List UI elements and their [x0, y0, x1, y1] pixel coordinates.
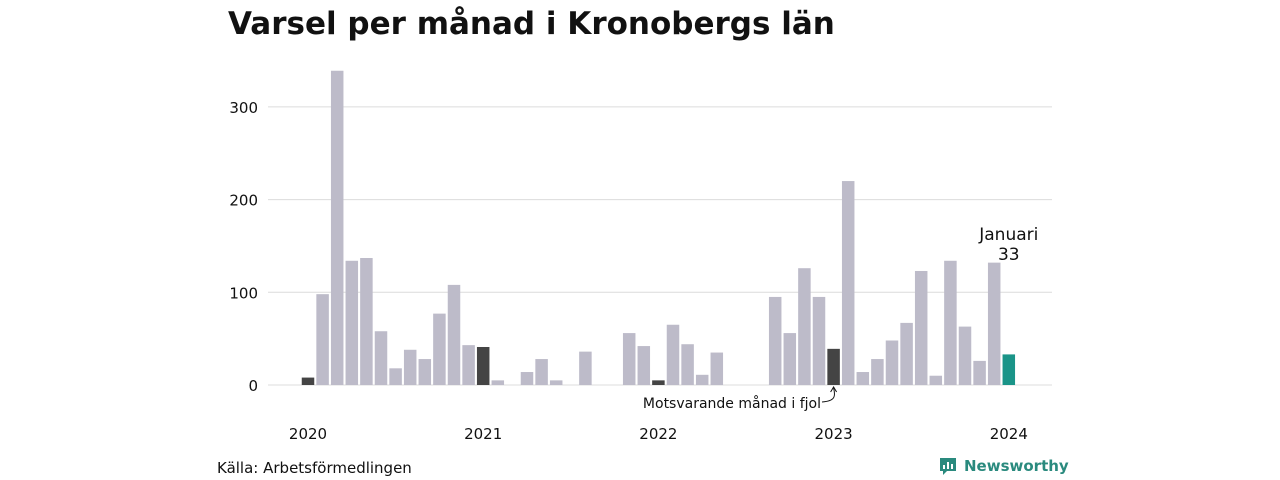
- bar-2023-07: [914, 270, 928, 385]
- bar-2023-05: [885, 340, 899, 385]
- bar-2023-06: [900, 322, 913, 385]
- bar-2023-04: [871, 359, 884, 385]
- bar-2020-11: [447, 284, 461, 385]
- bar-2022-01: [652, 380, 665, 385]
- bar-2021-11: [622, 333, 636, 385]
- bar-2021-04: [520, 372, 534, 385]
- bar-2020-08: [403, 349, 417, 385]
- bar-2020-01: [301, 377, 315, 385]
- bar-2023-01: [827, 348, 840, 385]
- bar-2022-02: [666, 324, 680, 385]
- bar-2023-09: [944, 260, 957, 385]
- bar-2020-04: [345, 260, 359, 385]
- x-tick-label: 2022: [639, 425, 677, 443]
- x-tick-label: 2023: [815, 425, 853, 443]
- previous-year-label: Motsvarande månad i fjol: [643, 395, 821, 412]
- bar-2020-06: [374, 331, 388, 385]
- bar-2021-01: [476, 346, 490, 385]
- bar-2021-12: [637, 346, 651, 385]
- bar-2022-11: [798, 268, 811, 385]
- bar-2020-05: [360, 258, 373, 385]
- bar-2021-08: [579, 351, 592, 385]
- bar-2022-04: [695, 374, 709, 385]
- x-tick-label: 2020: [289, 425, 327, 443]
- bar-2020-12: [462, 345, 475, 385]
- bar-2022-10: [783, 333, 797, 385]
- y-tick-label: 0: [248, 377, 258, 395]
- newsworthy-logo-icon: [940, 458, 956, 475]
- bar-2022-09: [768, 296, 782, 385]
- x-axis: 2020 2021 2022 2023 2024: [289, 425, 1028, 443]
- x-tick-label: 2021: [464, 425, 502, 443]
- y-tick-label: 100: [229, 284, 258, 302]
- bar-2023-02: [841, 181, 855, 385]
- brand-name: Newsworthy: [964, 457, 1069, 475]
- bar-2023-12: [987, 262, 1001, 385]
- current-month-label: Januari: [978, 225, 1038, 245]
- bar-2022-05: [710, 352, 724, 385]
- bar-2023-08: [929, 375, 943, 385]
- brand-logo: Newsworthy: [938, 456, 1069, 476]
- y-tick-label: 200: [229, 192, 258, 210]
- annotation-arrowhead: [830, 386, 838, 393]
- bar-2020-03: [330, 70, 344, 385]
- bar-2023-11: [973, 360, 986, 385]
- bar-2020-02: [316, 294, 329, 385]
- bar-2020-09: [418, 359, 432, 385]
- current-value-label: 33: [998, 245, 1020, 265]
- bar-2021-05: [535, 359, 548, 385]
- bar-2024-01: [1002, 354, 1016, 385]
- bar-2021-06: [549, 380, 563, 385]
- bar-2020-10: [433, 313, 446, 385]
- annotation-arrow: [821, 387, 836, 403]
- bar-2023-03: [856, 372, 870, 385]
- bar-2023-10: [958, 326, 972, 385]
- bar-2022-03: [681, 344, 694, 385]
- bar-2021-02: [491, 380, 505, 385]
- bar-2020-07: [389, 368, 402, 385]
- x-tick-label: 2024: [990, 425, 1028, 443]
- y-tick-label: 300: [229, 99, 258, 117]
- source-note: Källa: Arbetsförmedlingen: [217, 459, 412, 477]
- bar-2022-12: [812, 296, 826, 385]
- bars: [301, 70, 1016, 385]
- chart-title: Varsel per månad i Kronobergs län: [228, 6, 835, 42]
- y-axis: 0 100 200 300: [229, 99, 258, 395]
